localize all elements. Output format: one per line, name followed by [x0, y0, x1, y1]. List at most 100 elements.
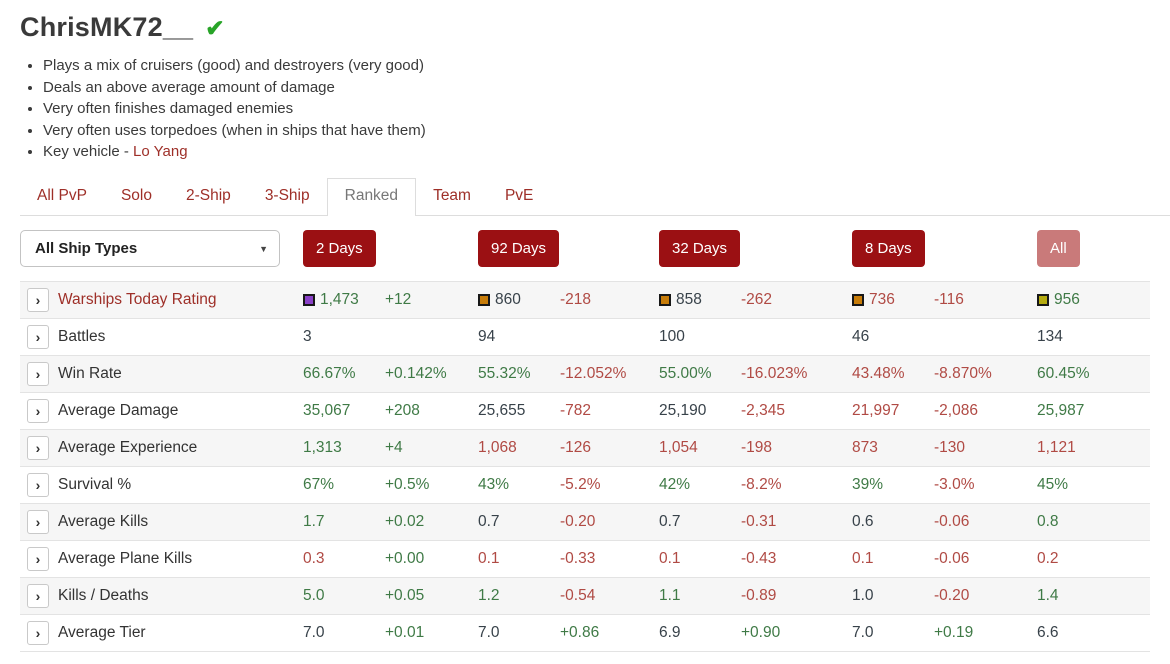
expand-row-button[interactable]: › [27, 583, 49, 608]
row-label-cell: › Battles [20, 324, 303, 349]
ship-type-select-value: All Ship Types [35, 240, 138, 257]
tab-all-pvp[interactable]: All PvP [37, 186, 87, 204]
tab-ranked[interactable]: Ranked [326, 177, 417, 216]
rating-swatch-orange [659, 293, 671, 306]
stat-value: 25,190 [659, 401, 707, 419]
stat-value: 1.1 [659, 586, 681, 604]
row-label-cell: › Survival % [20, 472, 303, 497]
tab-team[interactable]: Team [433, 186, 471, 204]
stat-value: 6.6 [1037, 623, 1059, 641]
stat-value: 1.0 [852, 586, 874, 604]
period-button-32-days[interactable]: 32 Days [659, 230, 741, 267]
stat-value: 55.32% [478, 364, 531, 382]
player-summary-list: Plays a mix of cruisers (good) and destr… [20, 55, 1150, 163]
stat-delta: -16.023% [741, 364, 808, 382]
row-label-cell: › Average Tier [20, 620, 303, 645]
rating-swatch-purple [303, 293, 315, 306]
period-button-all[interactable]: All [1037, 230, 1080, 267]
key-vehicle-link[interactable]: Lo Yang [133, 143, 188, 160]
period-button-8-days[interactable]: 8 Days [852, 230, 925, 267]
stat-label: Average Tier [58, 623, 146, 641]
table-row-battles: › Battles 3 94 100 46 134 [20, 318, 1150, 356]
expand-row-button[interactable]: › [27, 509, 49, 534]
stat-label: Average Kills [58, 512, 149, 530]
stat-value: 1,473 [303, 291, 385, 309]
tab-bar: All PvP Solo 2-Ship 3-Ship Ranked Team PvE [20, 177, 1170, 216]
stat-value: 0.7 [478, 512, 500, 530]
stat-value: 0.1 [659, 549, 681, 567]
stat-delta: -130 [934, 438, 966, 456]
stat-value: 0.2 [1037, 549, 1059, 567]
expand-row-button[interactable]: › [27, 546, 49, 571]
stat-delta: -0.54 [560, 586, 596, 604]
stat-delta: -0.89 [741, 586, 777, 604]
table-row-average-tier: › Average Tier 7.0 +0.01 7.0 +0.86 6.9 +0.90 7.0… [20, 614, 1150, 652]
table-row-survival: › Survival % 67% +0.5% 43% -5.2% 42% -8.2% 39% -3… [20, 466, 1150, 504]
stat-value: 1,313 [303, 438, 342, 456]
stat-delta: -782 [560, 401, 592, 419]
tab-solo[interactable]: Solo [120, 186, 152, 204]
tab-3-ship[interactable]: 3-Ship [264, 186, 310, 204]
stat-value: 7.0 [852, 623, 874, 641]
stat-value: 1.4 [1037, 586, 1059, 604]
expand-row-button[interactable]: › [27, 472, 49, 497]
stat-label[interactable]: Warships Today Rating [58, 290, 217, 308]
stat-delta: -262 [741, 290, 773, 308]
stat-value: 956 [1037, 291, 1150, 309]
stats-table: › Warships Today Rating 1,473 +12 860 -218 858… [20, 280, 1150, 652]
table-row-average-damage: › Average Damage 35,067 +208 25,655 -782 25,19… [20, 392, 1150, 430]
stat-delta: -5.2% [560, 475, 601, 493]
stat-delta: -8.870% [934, 364, 992, 382]
expand-row-button[interactable]: › [27, 361, 49, 386]
stat-delta: +0.00 [385, 549, 425, 567]
tab-2-ship[interactable]: 2-Ship [186, 186, 231, 204]
expand-row-button[interactable]: › [27, 287, 49, 312]
stat-delta: -198 [741, 438, 773, 456]
stat-value: 1.7 [303, 512, 325, 530]
expand-row-button[interactable]: › [27, 435, 49, 460]
stat-value: 134 [1037, 327, 1063, 345]
table-row-average-plane-kills: › Average Plane Kills 0.3 +0.00 0.1 -0.33 0.1 -… [20, 540, 1150, 578]
filter-row: All Ship Types ▼ 2 Days 92 Days 32 Days 8 D… [20, 224, 1150, 274]
expand-row-button[interactable]: › [27, 324, 49, 349]
expand-row-button[interactable]: › [27, 620, 49, 645]
stat-delta: +0.90 [741, 623, 781, 641]
stat-value: 736 [852, 291, 934, 309]
row-label-cell: › Kills / Deaths [20, 583, 303, 608]
stat-label: Win Rate [58, 364, 122, 382]
stat-value: 66.67% [303, 364, 356, 382]
stat-value: 46 [852, 327, 870, 345]
summary-bullet: Very often finishes damaged enemies [43, 98, 1150, 120]
table-row-win-rate: › Win Rate 66.67% +0.142% 55.32% -12.052% 55.0… [20, 355, 1150, 393]
row-label-cell: › Average Kills [20, 509, 303, 534]
caret-down-icon: ▼ [259, 243, 268, 254]
stat-value: 21,997 [852, 401, 900, 419]
period-button-92-days[interactable]: 92 Days [478, 230, 560, 267]
stat-value: 7.0 [303, 623, 325, 641]
row-label-cell: › Average Plane Kills [20, 546, 303, 571]
stat-value: 0.8 [1037, 512, 1059, 530]
stat-value: 94 [478, 327, 496, 345]
table-row-kills-deaths: › Kills / Deaths 5.0 +0.05 1.2 -0.54 1.1 -0.89 1… [20, 577, 1150, 615]
stat-label: Battles [58, 327, 106, 345]
stat-delta: -0.20 [560, 512, 596, 530]
stat-delta: -2,086 [934, 401, 978, 419]
period-button-2-days[interactable]: 2 Days [303, 230, 376, 267]
stat-delta: -126 [560, 438, 592, 456]
stat-delta: +0.142% [385, 364, 447, 382]
stat-delta: -0.06 [934, 512, 970, 530]
expand-row-button[interactable]: › [27, 398, 49, 423]
ship-type-select[interactable]: All Ship Types ▼ [20, 230, 280, 267]
stat-value: 100 [659, 327, 685, 345]
tab-pve[interactable]: PvE [504, 186, 534, 204]
page-header: ChrisMK72__ ✔ [20, 12, 1150, 43]
table-row-warships-today-rating: › Warships Today Rating 1,473 +12 860 -218 858… [20, 281, 1150, 319]
stat-delta: -2,345 [741, 401, 785, 419]
summary-bullet: Deals an above average amount of damage [43, 77, 1150, 99]
stat-value: 7.0 [478, 623, 500, 641]
stat-delta: +4 [385, 438, 403, 456]
stat-label: Average Damage [58, 401, 179, 419]
stat-delta: +0.05 [385, 586, 425, 604]
stat-value: 35,067 [303, 401, 351, 419]
stat-value: 1.2 [478, 586, 500, 604]
